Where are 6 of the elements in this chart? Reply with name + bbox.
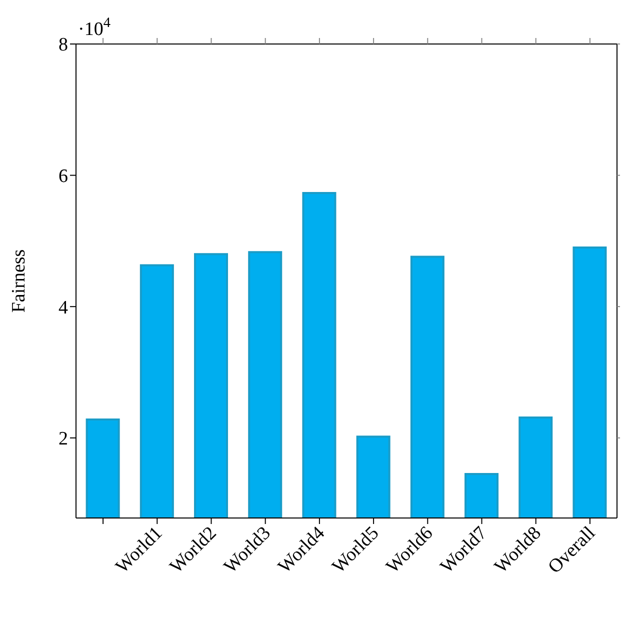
- y-tick-label: 6: [58, 166, 68, 188]
- y-axis-title: Fairness: [8, 249, 30, 313]
- y-tick-label: 2: [58, 428, 68, 450]
- y-tick-label: 8: [58, 34, 68, 56]
- text: ·10$^{4}$: [78, 15, 110, 40]
- y-tick-label: 4: [58, 297, 68, 318]
